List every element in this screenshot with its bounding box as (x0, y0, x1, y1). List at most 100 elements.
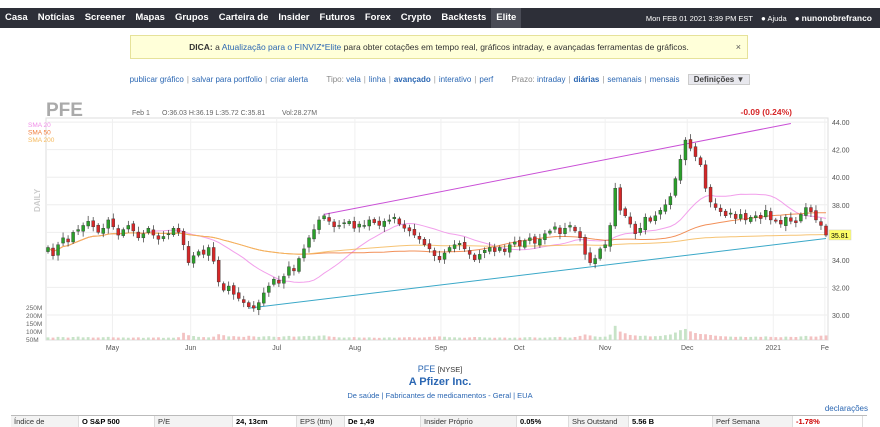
candle-body (206, 247, 211, 256)
volume-bar (824, 335, 828, 340)
candle-body (593, 258, 597, 264)
candle-body (46, 247, 50, 252)
legend-0: SMA 20 (28, 122, 51, 129)
chart-volume: Vol:28.27M (282, 110, 317, 117)
links-types-1[interactable]: linha (368, 75, 386, 84)
stock-chart[interactable]: 30.0032.0034.0036.0038.0040.0042.0044.00… (22, 94, 858, 356)
candle-body (327, 217, 331, 222)
links-periods-0[interactable]: intraday (537, 75, 566, 84)
nav-item-6[interactable]: Insider (278, 12, 310, 23)
volume-bar (558, 336, 562, 340)
volume-bar (674, 332, 677, 340)
links-periods-2[interactable]: semanais (607, 75, 642, 84)
volume-bar (342, 337, 346, 340)
links-periods-3[interactable]: mensais (649, 75, 680, 84)
volume-bar (704, 334, 707, 340)
candle-body (141, 233, 146, 239)
declarations-link[interactable]: declarações (824, 404, 868, 413)
candle-body (503, 248, 507, 252)
volume-bar (423, 337, 426, 340)
candle-body (161, 236, 166, 239)
volume-bar (759, 336, 763, 340)
nav-item-7[interactable]: Futuros (319, 12, 355, 23)
username: nunonobrefranco (801, 13, 872, 23)
volume-bar (518, 337, 522, 340)
nav-item-0[interactable]: Casa (5, 12, 28, 23)
candle-body (442, 252, 447, 260)
candle-body (427, 243, 432, 250)
company-name[interactable]: A Pfizer Inc. (408, 376, 472, 388)
candle-body (51, 247, 55, 256)
volume-bar (46, 337, 50, 340)
volume-bar (453, 337, 456, 340)
settings-dropdown[interactable]: Definições ▼ (687, 74, 751, 85)
ticker-link[interactable]: PFE (417, 364, 436, 374)
nav-item-1[interactable]: Notícias (37, 12, 75, 23)
x-tick-label: Jun (185, 345, 196, 352)
chart-grid (45, 117, 829, 341)
candle-body (784, 216, 788, 226)
elite-upgrade-link[interactable]: Atualização para o FINVIZ*Elite (221, 42, 342, 52)
volume-bar (222, 335, 226, 340)
nav-item-5[interactable]: Carteira de (218, 12, 269, 23)
chart-date: Feb 1 (132, 110, 150, 117)
volume-bar (76, 336, 80, 340)
candle-body (573, 226, 577, 232)
volume-tick-label: 50M (26, 337, 39, 344)
nav-item-8[interactable]: Forex (364, 12, 391, 23)
legend-1: SMA 50 (28, 130, 51, 137)
links-types-3[interactable]: interativo (438, 75, 472, 84)
links-left-1[interactable]: salvar para portfolio (191, 75, 263, 84)
nav-item-4[interactable]: Grupos (174, 12, 209, 23)
candle-body (352, 221, 356, 229)
candle-body (176, 227, 181, 233)
volume-bar (302, 336, 306, 340)
nav-item-11[interactable]: Elite (491, 8, 522, 28)
candle-body (66, 238, 70, 243)
candle-body (628, 216, 632, 225)
candle-body (718, 207, 723, 212)
help-link[interactable]: ● Ajuda (761, 14, 787, 23)
stat-label: P/E (155, 416, 233, 427)
candle-body (437, 256, 442, 261)
links-types-0[interactable]: vela (346, 75, 361, 84)
candle-body (242, 299, 246, 303)
nav-item-9[interactable]: Crypto (400, 12, 432, 23)
candle-body (116, 228, 120, 236)
chart-ticker: PFE (46, 100, 83, 121)
volume-bar (202, 337, 205, 340)
last-price-label: 35.81 (831, 233, 849, 240)
links-left-0[interactable]: publicar gráfico (129, 75, 184, 84)
volume-bar (116, 337, 120, 340)
close-icon[interactable]: × (735, 42, 741, 52)
type-label: Tipo: (326, 75, 344, 84)
candle-body (713, 203, 718, 208)
candle-body (799, 214, 803, 222)
candle-body (81, 225, 85, 232)
company-categories[interactable]: De saúde | Fabricantes de medicamentos -… (347, 391, 533, 400)
nav-item-10[interactable]: Backtests (441, 12, 487, 23)
links-periods-1[interactable]: diárias (573, 75, 600, 84)
candle-body (181, 231, 186, 245)
links-left-2[interactable]: criar alerta (270, 75, 309, 84)
candle-body (96, 224, 100, 233)
volume-bar (628, 334, 632, 340)
user-menu[interactable]: ● nunonobrefranco (795, 13, 872, 23)
volume-bar (508, 337, 512, 340)
nav-item-3[interactable]: Mapas (135, 12, 165, 23)
candle-body (508, 244, 512, 253)
volume-bar (729, 336, 733, 340)
links-types-4[interactable]: perf (479, 75, 494, 84)
candle-body (417, 235, 422, 240)
links-types-2[interactable]: avançado (393, 75, 431, 84)
volume-bar (126, 337, 130, 340)
candle-body (282, 276, 286, 284)
volume-bar (648, 336, 652, 340)
nav-item-2[interactable]: Screener (84, 12, 126, 23)
candle-body (146, 227, 151, 233)
volume-bar (744, 337, 748, 340)
volume-bar (699, 334, 702, 340)
volume-bar (669, 334, 672, 340)
volume-bar (247, 335, 251, 340)
volume-bar (724, 336, 728, 340)
